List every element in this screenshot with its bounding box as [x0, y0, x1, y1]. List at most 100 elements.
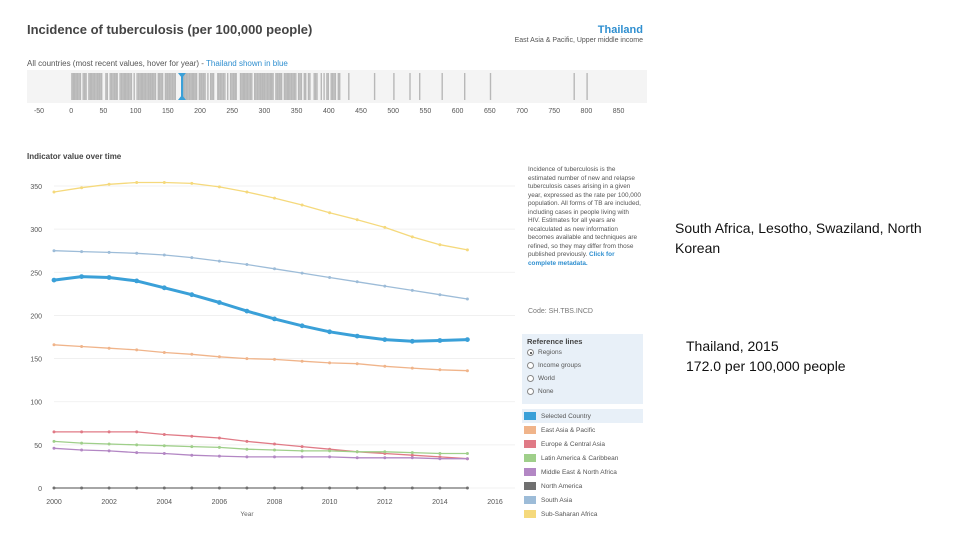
data-point	[382, 337, 388, 342]
y-tick-label: 100	[30, 400, 42, 407]
strip-tick-label: 800	[581, 108, 593, 115]
data-point	[438, 293, 442, 297]
legend-item[interactable]: East Asia & Pacific	[522, 423, 643, 437]
country-bar	[166, 73, 168, 100]
x-tick-label: 2004	[156, 499, 172, 506]
chart-legend: Selected Country East Asia & Pacific Europ…	[522, 409, 643, 521]
country-bar	[82, 73, 84, 100]
highlight-marker-top	[177, 73, 186, 78]
country-bar	[144, 73, 147, 100]
strip-caption: All countries (most recent values, hover…	[27, 59, 288, 68]
series-line	[54, 431, 468, 460]
country-bar	[245, 73, 247, 100]
data-point	[328, 486, 332, 490]
legend-item[interactable]: Middle East & North Africa	[522, 465, 643, 479]
data-point	[107, 449, 111, 453]
metadata-link[interactable]: Click for complete metadata.	[528, 251, 615, 267]
data-point	[134, 278, 140, 284]
data-point	[300, 455, 304, 459]
data-point	[383, 486, 387, 490]
data-point	[52, 439, 56, 443]
country-bar	[256, 73, 259, 100]
data-point	[217, 259, 221, 263]
strip-tick-label: 500	[387, 108, 399, 115]
data-point	[79, 274, 84, 279]
country-bar	[119, 73, 121, 100]
indicator-description: Incidence of tuberculosis is the estimat…	[528, 166, 642, 268]
data-point	[355, 362, 359, 366]
data-point	[328, 276, 332, 279]
country-bar	[326, 73, 328, 100]
data-point	[135, 443, 139, 447]
chart-title: Incidence of tuberculosis (per 100,000 p…	[27, 22, 313, 37]
country-bar	[123, 73, 125, 100]
country-bar	[76, 73, 79, 100]
country-bar	[120, 73, 123, 100]
country-bar	[169, 73, 171, 100]
strip-tick-label: -50	[34, 108, 44, 115]
series-line	[53, 440, 468, 455]
country-bar	[78, 73, 80, 100]
data-point	[162, 351, 166, 354]
y-tick-label: 300	[30, 227, 42, 234]
country-bar	[300, 73, 303, 100]
country-bar	[280, 73, 283, 100]
country-bar	[330, 73, 332, 100]
country-bar	[286, 73, 288, 100]
data-point	[135, 348, 139, 352]
country-bar	[331, 73, 334, 100]
option-regions[interactable]: Regions	[527, 349, 562, 356]
country-bar	[195, 73, 198, 100]
data-point	[107, 346, 111, 350]
data-point	[410, 456, 414, 460]
legend-item[interactable]: South Asia	[522, 493, 643, 507]
country-bar	[116, 73, 118, 100]
data-point	[52, 430, 56, 434]
country-bar	[337, 73, 339, 100]
country-name[interactable]: Thailand	[597, 24, 643, 36]
radio[interactable]	[527, 388, 534, 395]
legend-item[interactable]: Sub-Saharan Africa	[522, 507, 643, 521]
option-none[interactable]: None	[527, 388, 554, 395]
data-point	[217, 436, 221, 440]
country-bar	[254, 73, 256, 100]
country-bar	[239, 73, 242, 100]
country-distribution-strip[interactable]: -50 0 50 100 150 200 250 300 350 400 450 500 550 600 6…	[27, 70, 647, 120]
legend-item[interactable]: Selected Country	[522, 409, 643, 423]
country-bar	[334, 73, 337, 100]
line-chart[interactable]: 0 50 100 150 200 250 300 350 2000 2002 2004 2006 200…	[20, 160, 520, 522]
country-bar	[293, 73, 295, 100]
x-tick-label: 2006	[212, 499, 228, 506]
legend-item[interactable]: Latin America & Caribbean	[522, 451, 643, 465]
y-tick-label: 150	[30, 357, 42, 364]
country-subtitle: East Asia & Pacific, Upper middle income	[514, 37, 643, 44]
country-bar	[203, 73, 205, 100]
country-bar	[266, 73, 269, 100]
data-point	[465, 337, 470, 342]
radio-selected[interactable]	[527, 349, 534, 356]
data-point	[80, 186, 84, 190]
data-point	[52, 190, 56, 194]
radio[interactable]	[527, 362, 534, 369]
country-bar	[161, 73, 164, 100]
country-bar	[89, 73, 91, 100]
data-point	[244, 308, 250, 314]
country-bar	[279, 73, 281, 100]
legend-item[interactable]: Europe & Central Asia	[522, 437, 643, 451]
data-point	[410, 453, 414, 457]
data-point	[162, 444, 166, 448]
country-bar	[191, 73, 193, 100]
country-bar	[269, 73, 271, 100]
annotation-countries: South Africa, Lesotho, Swaziland, North …	[675, 220, 922, 256]
country-bar	[255, 73, 257, 100]
country-bar	[263, 73, 266, 100]
option-income-groups[interactable]: Income groups	[527, 362, 581, 369]
data-point	[217, 185, 221, 189]
legend-item[interactable]: North America	[522, 479, 643, 493]
country-bar	[170, 73, 172, 100]
option-world[interactable]: World	[527, 375, 555, 382]
data-point	[383, 364, 387, 368]
radio[interactable]	[527, 375, 534, 382]
y-tick-label: 50	[34, 443, 42, 450]
country-bar	[190, 73, 192, 100]
